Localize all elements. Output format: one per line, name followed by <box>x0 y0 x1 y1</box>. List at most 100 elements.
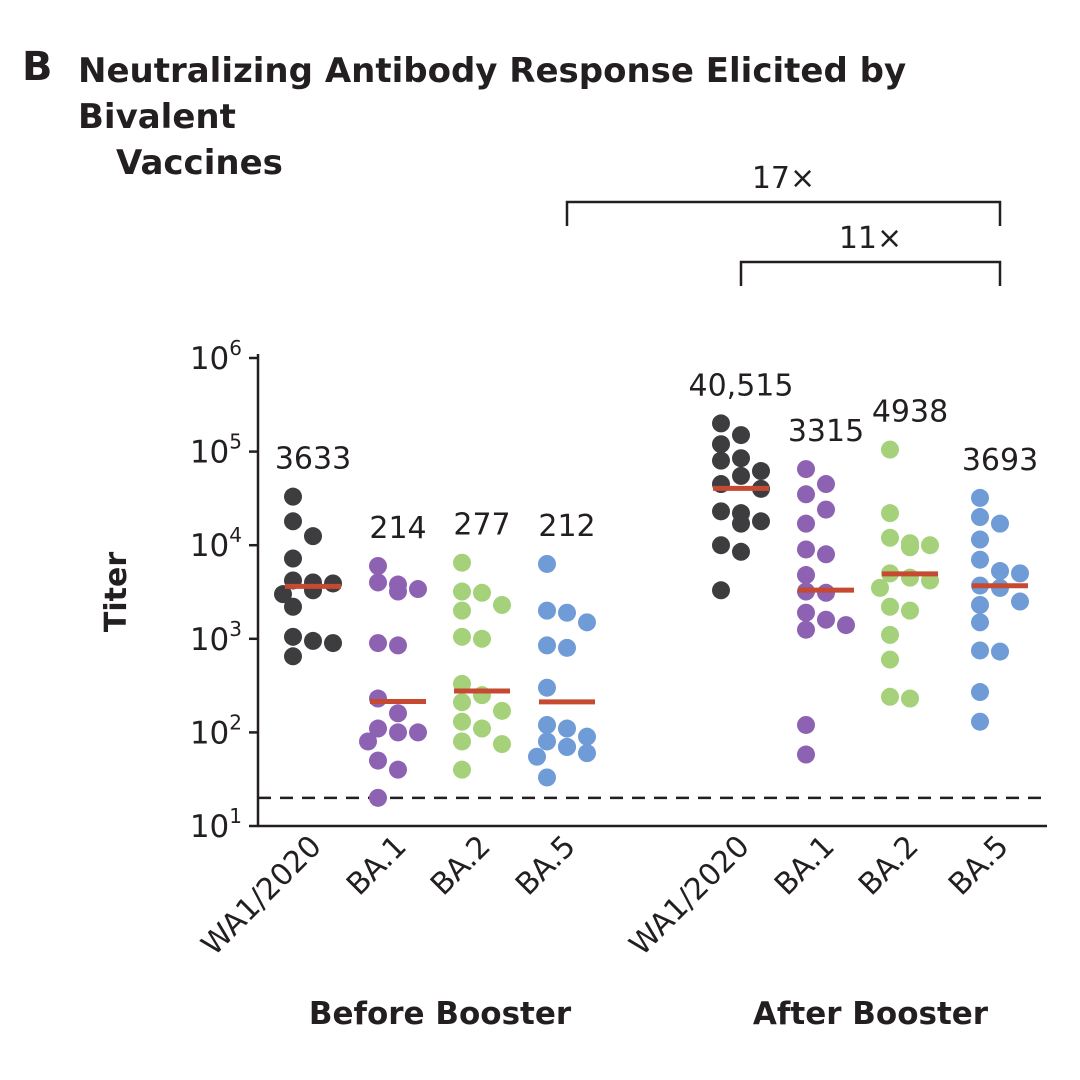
data-point <box>1011 564 1029 583</box>
data-point <box>578 727 596 746</box>
x-tick-label: BA.2 <box>424 829 498 903</box>
fold-change-annotations: 17× 11× <box>565 161 1002 286</box>
data-point <box>712 451 730 470</box>
data-point <box>493 595 511 614</box>
median-value-label: 212 <box>538 509 595 544</box>
data-point <box>369 556 387 575</box>
data-point <box>558 719 576 738</box>
data-point <box>752 512 770 531</box>
data-point <box>369 751 387 770</box>
data-point <box>473 583 491 602</box>
data-point <box>971 488 989 507</box>
data-point <box>473 719 491 738</box>
y-tick-label: 102 <box>190 710 242 751</box>
data-point <box>712 581 730 600</box>
data-point <box>797 540 815 559</box>
data-point <box>538 636 556 655</box>
data-point <box>284 597 302 616</box>
chart-title-line-2: Vaccines <box>116 143 283 183</box>
data-point <box>538 768 556 787</box>
data-point <box>284 627 302 646</box>
data-point <box>304 527 322 546</box>
data-point <box>369 634 387 653</box>
data-point <box>901 601 919 620</box>
data-point <box>991 562 1009 581</box>
data-point <box>971 613 989 632</box>
data-point <box>732 426 750 445</box>
data-point <box>453 601 471 620</box>
data-point <box>389 704 407 723</box>
data-point <box>274 585 292 604</box>
data-point <box>817 583 835 602</box>
data-point <box>732 514 750 533</box>
data-point <box>871 578 889 597</box>
data-point <box>453 712 471 731</box>
data-point <box>1011 592 1029 611</box>
data-point <box>881 597 899 616</box>
x-tick-label: BA.2 <box>852 829 926 903</box>
data-point <box>971 530 989 549</box>
y-tick-label: 104 <box>190 523 242 564</box>
data-point <box>712 536 730 555</box>
data-point <box>558 638 576 657</box>
data-point <box>369 689 387 708</box>
data-point <box>817 500 835 519</box>
data-point <box>389 636 407 655</box>
x-tick-label: WA1/2020 <box>623 829 757 963</box>
median-value-label: 4938 <box>872 395 948 430</box>
data-point <box>453 760 471 779</box>
data-point <box>493 701 511 720</box>
x-tick-label: BA.1 <box>768 829 842 903</box>
data-point <box>797 460 815 479</box>
data-point <box>797 485 815 504</box>
data-point <box>473 629 491 648</box>
x-tick-label: WA1/2020 <box>195 829 329 963</box>
data-point <box>732 466 750 485</box>
data-point <box>369 573 387 592</box>
data-point <box>284 512 302 531</box>
data-point <box>409 723 427 742</box>
data-point <box>901 568 919 587</box>
data-point <box>493 735 511 754</box>
data-point <box>453 627 471 646</box>
data-point <box>971 641 989 660</box>
data-point <box>538 554 556 573</box>
data-point <box>369 719 387 738</box>
panel-letter: B <box>22 44 53 90</box>
data-point <box>797 603 815 622</box>
data-point <box>732 449 750 468</box>
data-point <box>389 582 407 601</box>
data-point <box>797 566 815 585</box>
data-point <box>409 580 427 599</box>
median-value-label: 3693 <box>962 443 1038 478</box>
data-point <box>389 723 407 742</box>
data-point <box>881 625 899 644</box>
median-markers <box>285 485 1028 705</box>
data-point <box>284 647 302 666</box>
data-point <box>817 545 835 564</box>
median-value-label: 277 <box>453 508 510 543</box>
fold-change-label: 17× <box>752 161 815 196</box>
median-value-label: 214 <box>369 511 426 546</box>
data-point <box>881 440 899 459</box>
x-tick-label: BA.5 <box>942 829 1016 903</box>
data-point <box>797 745 815 764</box>
data-point <box>304 631 322 650</box>
data-point <box>901 689 919 708</box>
data-point <box>538 678 556 697</box>
data-point <box>991 514 1009 533</box>
y-tick-label: 106 <box>190 336 242 377</box>
data-point <box>369 788 387 807</box>
fold-change-bracket <box>739 260 1002 286</box>
data-point <box>578 744 596 763</box>
data-point <box>971 595 989 614</box>
y-tick-label: 105 <box>190 430 242 471</box>
data-point <box>732 542 750 561</box>
data-point <box>971 550 989 569</box>
median-value-label: 3633 <box>275 442 351 477</box>
data-point <box>971 683 989 702</box>
data-point <box>324 574 342 593</box>
y-axis-label: Titer <box>99 552 134 632</box>
